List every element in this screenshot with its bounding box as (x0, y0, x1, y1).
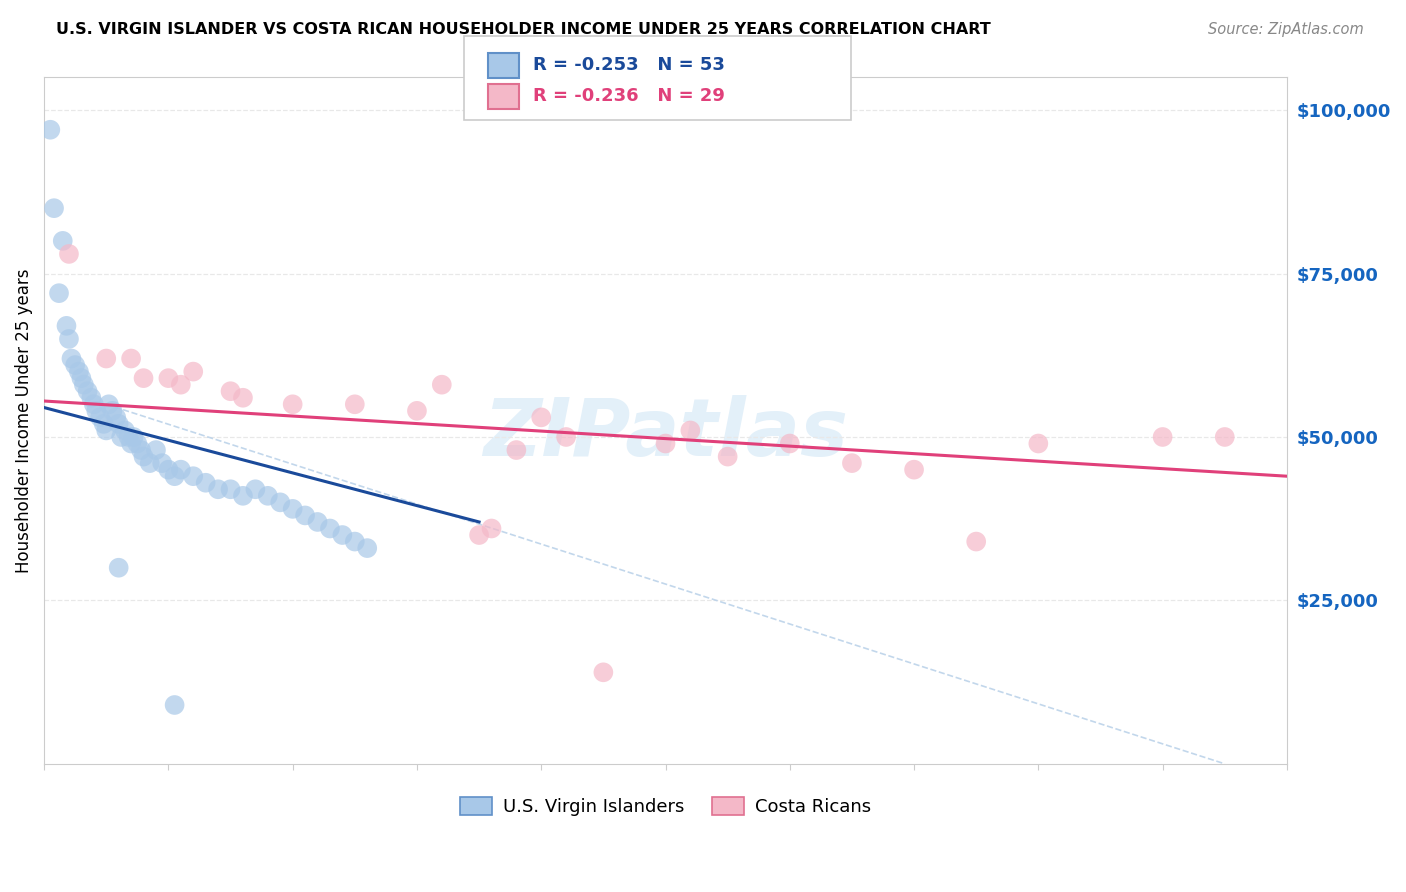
Point (107, 560, 129, 574)
Point (406, 404, 429, 418)
Point (965, 534, 987, 549)
Point (39, 122, 62, 136)
Point (120, 351, 142, 366)
Text: R = -0.253   N = 53: R = -0.253 N = 53 (533, 56, 724, 74)
Point (150, 456, 173, 470)
Point (89, 410, 111, 425)
Point (592, 665, 614, 680)
Point (841, 456, 863, 470)
Point (117, 430, 139, 444)
Point (530, 410, 553, 425)
Point (157, 463, 180, 477)
Point (281, 501, 304, 516)
Point (76, 384, 98, 399)
Point (96, 424, 118, 438)
Point (232, 489, 254, 503)
Point (127, 436, 149, 450)
Point (42, 201, 65, 215)
Point (63, 358, 86, 372)
Point (93, 417, 115, 431)
Point (717, 450, 740, 464)
Point (97, 397, 120, 411)
Point (181, 365, 204, 379)
Point (481, 521, 503, 535)
Legend: U.S. Virgin Islanders, Costa Ricans: U.S. Virgin Islanders, Costa Ricans (453, 789, 879, 823)
Point (219, 384, 242, 399)
Point (60, 351, 83, 366)
Point (58, 332, 80, 346)
Y-axis label: Householder Income Under 25 years: Householder Income Under 25 years (15, 268, 32, 573)
Point (343, 397, 366, 411)
Point (101, 404, 124, 418)
Point (332, 528, 354, 542)
Point (181, 469, 204, 483)
Point (157, 371, 180, 385)
Point (232, 391, 254, 405)
Point (654, 436, 676, 450)
Point (779, 436, 801, 450)
Point (132, 450, 155, 464)
Point (163, 698, 186, 712)
Point (194, 475, 217, 490)
Point (269, 495, 291, 509)
Point (356, 541, 378, 555)
Point (83, 397, 105, 411)
Point (120, 436, 142, 450)
Text: ZIPatlas: ZIPatlas (484, 395, 848, 474)
Text: R = -0.236   N = 29: R = -0.236 N = 29 (533, 87, 724, 105)
Point (73, 377, 96, 392)
Point (80, 391, 103, 405)
Point (96, 351, 118, 366)
Point (903, 463, 925, 477)
Point (110, 430, 132, 444)
Point (468, 528, 491, 542)
Point (294, 508, 316, 523)
Point (132, 371, 155, 385)
Point (1152, 430, 1174, 444)
Point (207, 483, 229, 497)
Point (145, 443, 167, 458)
Point (52, 234, 75, 248)
Point (256, 489, 278, 503)
Point (58, 247, 80, 261)
Point (129, 443, 152, 458)
Point (70, 371, 93, 385)
Point (343, 534, 366, 549)
Point (122, 430, 145, 444)
Point (219, 483, 242, 497)
Point (555, 430, 578, 444)
Point (55, 318, 77, 333)
Point (430, 377, 453, 392)
Point (170, 463, 193, 477)
Point (1028, 436, 1050, 450)
Point (163, 469, 186, 483)
Text: Source: ZipAtlas.com: Source: ZipAtlas.com (1208, 22, 1364, 37)
Text: U.S. VIRGIN ISLANDER VS COSTA RICAN HOUSEHOLDER INCOME UNDER 25 YEARS CORRELATIO: U.S. VIRGIN ISLANDER VS COSTA RICAN HOUS… (56, 22, 991, 37)
Point (307, 515, 329, 529)
Point (245, 483, 267, 497)
Point (139, 456, 162, 470)
Point (67, 365, 90, 379)
Point (107, 417, 129, 431)
Point (170, 377, 193, 392)
Point (105, 410, 128, 425)
Point (1213, 430, 1236, 444)
Point (679, 424, 702, 438)
Point (505, 443, 527, 458)
Point (114, 424, 136, 438)
Point (84, 404, 107, 418)
Point (48, 286, 70, 301)
Point (281, 397, 304, 411)
Point (319, 521, 342, 535)
